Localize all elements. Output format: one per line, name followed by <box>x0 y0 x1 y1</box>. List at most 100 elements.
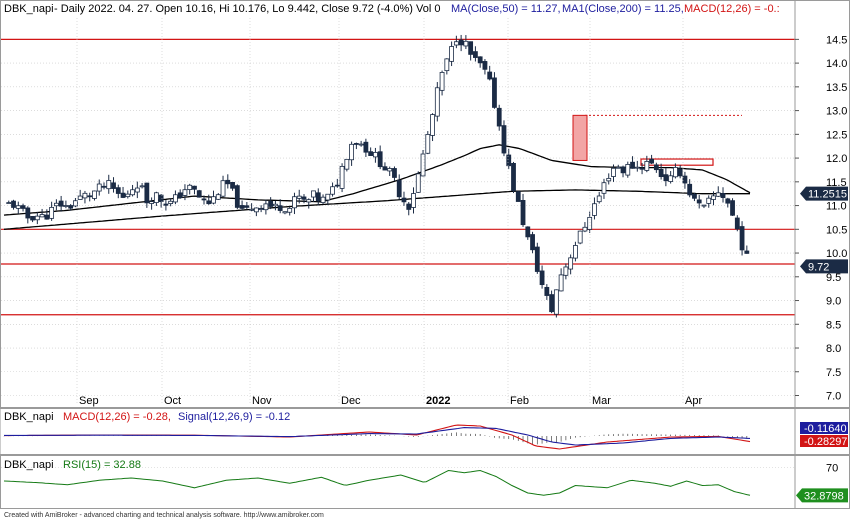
candle-body <box>468 41 474 55</box>
rsi-line: 70 <box>1 456 838 508</box>
candle-body <box>582 226 588 232</box>
candle-body <box>158 194 164 203</box>
candle-body <box>587 216 593 230</box>
candle-body <box>477 56 483 64</box>
candle-body <box>192 185 197 190</box>
candle-body <box>149 201 155 204</box>
candle-body <box>463 40 469 47</box>
candle-body <box>439 72 445 91</box>
candle-body <box>677 168 683 177</box>
candle-body <box>258 208 264 210</box>
price-tick-label: 14.5 <box>826 34 847 46</box>
candle-body <box>292 196 297 209</box>
macd-lines <box>0 409 796 454</box>
candle-body <box>125 193 131 198</box>
macd-value-label: -0.28297 <box>804 436 847 448</box>
candle-body <box>168 200 174 204</box>
candle-body <box>196 190 202 198</box>
candle-body <box>682 175 688 184</box>
candle-body <box>706 197 712 204</box>
candle-body <box>734 217 740 230</box>
candle-body <box>11 200 16 208</box>
candle-body <box>649 158 654 164</box>
candle-body <box>458 39 464 46</box>
candle-body <box>353 143 359 145</box>
macd-pane-macd: MACD(12,26) = -0.28, <box>63 411 171 423</box>
chart-title-info: - Daily 2022. 04. 27. Open 10.16, Hi 10.… <box>54 3 440 15</box>
candle-body <box>368 151 374 156</box>
candle-body <box>206 200 212 205</box>
date-axis: Sep Oct Nov Dec 2022 Feb Mar Apr <box>76 18 702 407</box>
candle-body <box>253 207 259 213</box>
date-tick-label: Dec <box>341 395 361 407</box>
candle-body <box>311 190 316 198</box>
price-tick-label: 13.0 <box>826 106 847 118</box>
candle-body <box>520 200 526 226</box>
candle-body <box>201 198 207 201</box>
rsi-pane-ticker: DBK_napi <box>4 459 54 471</box>
price-tick-label: 7.5 <box>826 367 841 379</box>
candle-body <box>277 205 283 211</box>
candle-body <box>434 87 440 117</box>
candle-body <box>287 207 293 213</box>
candle-body <box>273 203 278 207</box>
ma200-line <box>3 189 750 230</box>
candle-body <box>53 202 59 207</box>
candle-body <box>739 226 745 251</box>
price-tick-label: 9.5 <box>826 272 841 284</box>
candle-body <box>592 203 597 216</box>
date-tick-label: Oct <box>164 395 181 407</box>
candle-body <box>577 230 583 244</box>
candle-body <box>30 216 35 221</box>
macd-value-badge <box>800 435 848 447</box>
resistance-box <box>640 158 714 166</box>
candle-body <box>349 143 355 161</box>
date-tick-label: Apr <box>685 395 702 407</box>
candle-body <box>106 180 112 190</box>
candle-body <box>6 202 12 204</box>
candle-body <box>392 168 397 178</box>
candle-body <box>544 286 550 296</box>
ma200-legend: MA1(Close,200) = 11.25, <box>562 3 684 15</box>
highlight-box <box>572 114 588 161</box>
candle-body <box>696 199 702 204</box>
candle-body <box>239 205 245 209</box>
candle-body <box>306 199 312 203</box>
candle-body <box>634 166 640 169</box>
candle-body <box>701 204 707 207</box>
rsi-tick-label: 70 <box>826 463 838 475</box>
last-value-badge <box>800 186 848 201</box>
candle-body <box>44 214 50 220</box>
candle-body <box>425 134 431 154</box>
candle-body <box>301 196 307 200</box>
candle-body <box>230 181 235 189</box>
price-axis: 7.0 7.5 8.0 8.5 9.0 9.5 10.0 10.5 11.0 11.5 12.0 12… <box>794 1 847 407</box>
candle-body <box>377 151 383 168</box>
candle-body <box>653 164 659 171</box>
candle-body <box>606 177 612 182</box>
candle-body <box>173 194 178 203</box>
annotation-boxes <box>572 114 714 166</box>
rsi-badges: 32.8798 <box>796 488 848 503</box>
candle-body <box>144 182 150 204</box>
candle-body <box>382 166 388 171</box>
candle-body <box>473 51 478 58</box>
price-tick-label: 11.0 <box>826 201 847 213</box>
candle-body <box>549 294 554 313</box>
price-tick-label: 8.0 <box>826 343 841 355</box>
candle-body <box>530 234 535 251</box>
candle-body <box>153 192 159 203</box>
candle-body <box>68 205 74 209</box>
candle-body <box>134 187 140 193</box>
candle-body <box>534 246 540 272</box>
candle-body <box>687 183 693 196</box>
macd-legend-top: MACD(12,26) = -0.: <box>684 3 780 15</box>
candle-body <box>615 166 621 169</box>
candle-body <box>177 192 183 198</box>
candle-body <box>358 143 364 146</box>
candle-body <box>639 167 645 170</box>
candle-body <box>411 193 416 208</box>
candle-body <box>663 174 669 182</box>
candle-body <box>573 245 578 259</box>
